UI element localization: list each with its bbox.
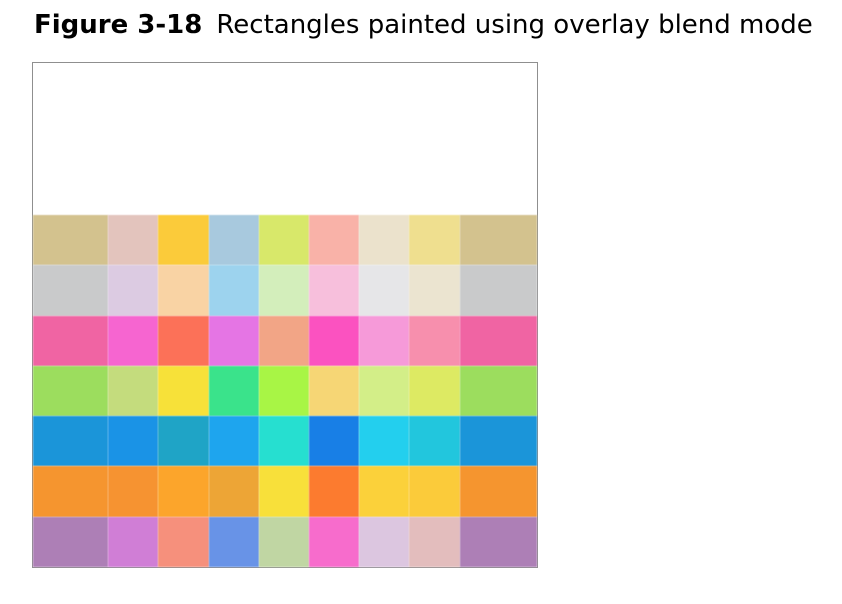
color-swatch [359,265,409,316]
color-swatch [158,215,209,266]
color-swatch [108,466,158,517]
color-swatch [309,516,359,567]
color-swatch [108,315,158,366]
color-swatch [309,416,359,467]
color-swatch [460,516,537,567]
color-swatch [209,215,259,266]
color-swatch [108,365,158,417]
color-swatch [33,416,108,467]
color-swatch [359,516,409,567]
color-swatch [259,466,309,517]
color-swatch [460,315,537,366]
color-swatch [209,466,259,517]
color-swatch [259,215,309,266]
color-swatch [209,416,259,467]
color-swatch [108,215,158,266]
figure-caption: Figure 3-18 Rectangles painted using over… [34,8,813,42]
color-swatch [460,416,537,467]
color-swatch [309,315,359,366]
color-swatch [409,265,460,316]
color-swatch [209,265,259,316]
color-swatch [158,416,209,467]
color-swatch [259,265,309,316]
color-swatch [158,365,209,417]
color-swatch [359,315,409,366]
color-swatch [460,466,537,517]
color-swatch [259,315,309,366]
color-swatch [209,365,259,417]
color-swatch [409,416,460,467]
color-swatch [33,466,108,517]
color-swatch [460,215,537,266]
color-swatch [33,315,108,366]
color-swatch [259,365,309,417]
color-swatch [158,466,209,517]
color-swatch [409,466,460,517]
color-swatch [359,416,409,467]
color-swatch [309,365,359,417]
color-swatch [359,365,409,417]
color-swatch [359,215,409,266]
color-swatch [309,215,359,266]
color-swatch [33,365,108,417]
color-swatch [108,416,158,467]
color-swatch [460,365,537,417]
swatch-grid [33,215,537,567]
color-swatch [259,416,309,467]
color-swatch [158,516,209,567]
color-swatch [409,365,460,417]
color-swatch [460,265,537,316]
overlay-blend-figure [32,62,538,568]
color-swatch [359,466,409,517]
color-swatch [309,265,359,316]
color-swatch [108,516,158,567]
color-swatch [108,265,158,316]
color-swatch [209,516,259,567]
color-swatch [309,466,359,517]
color-swatch [33,215,108,266]
color-swatch [409,315,460,366]
color-swatch [409,215,460,266]
color-swatch [33,265,108,316]
figure-title: Rectangles painted using overlay blend m… [216,10,813,40]
figure-number: Figure 3-18 [34,10,203,40]
color-swatch [259,516,309,567]
color-swatch [158,315,209,366]
color-swatch [209,315,259,366]
color-swatch [33,516,108,567]
color-swatch [158,265,209,316]
color-swatch [409,516,460,567]
